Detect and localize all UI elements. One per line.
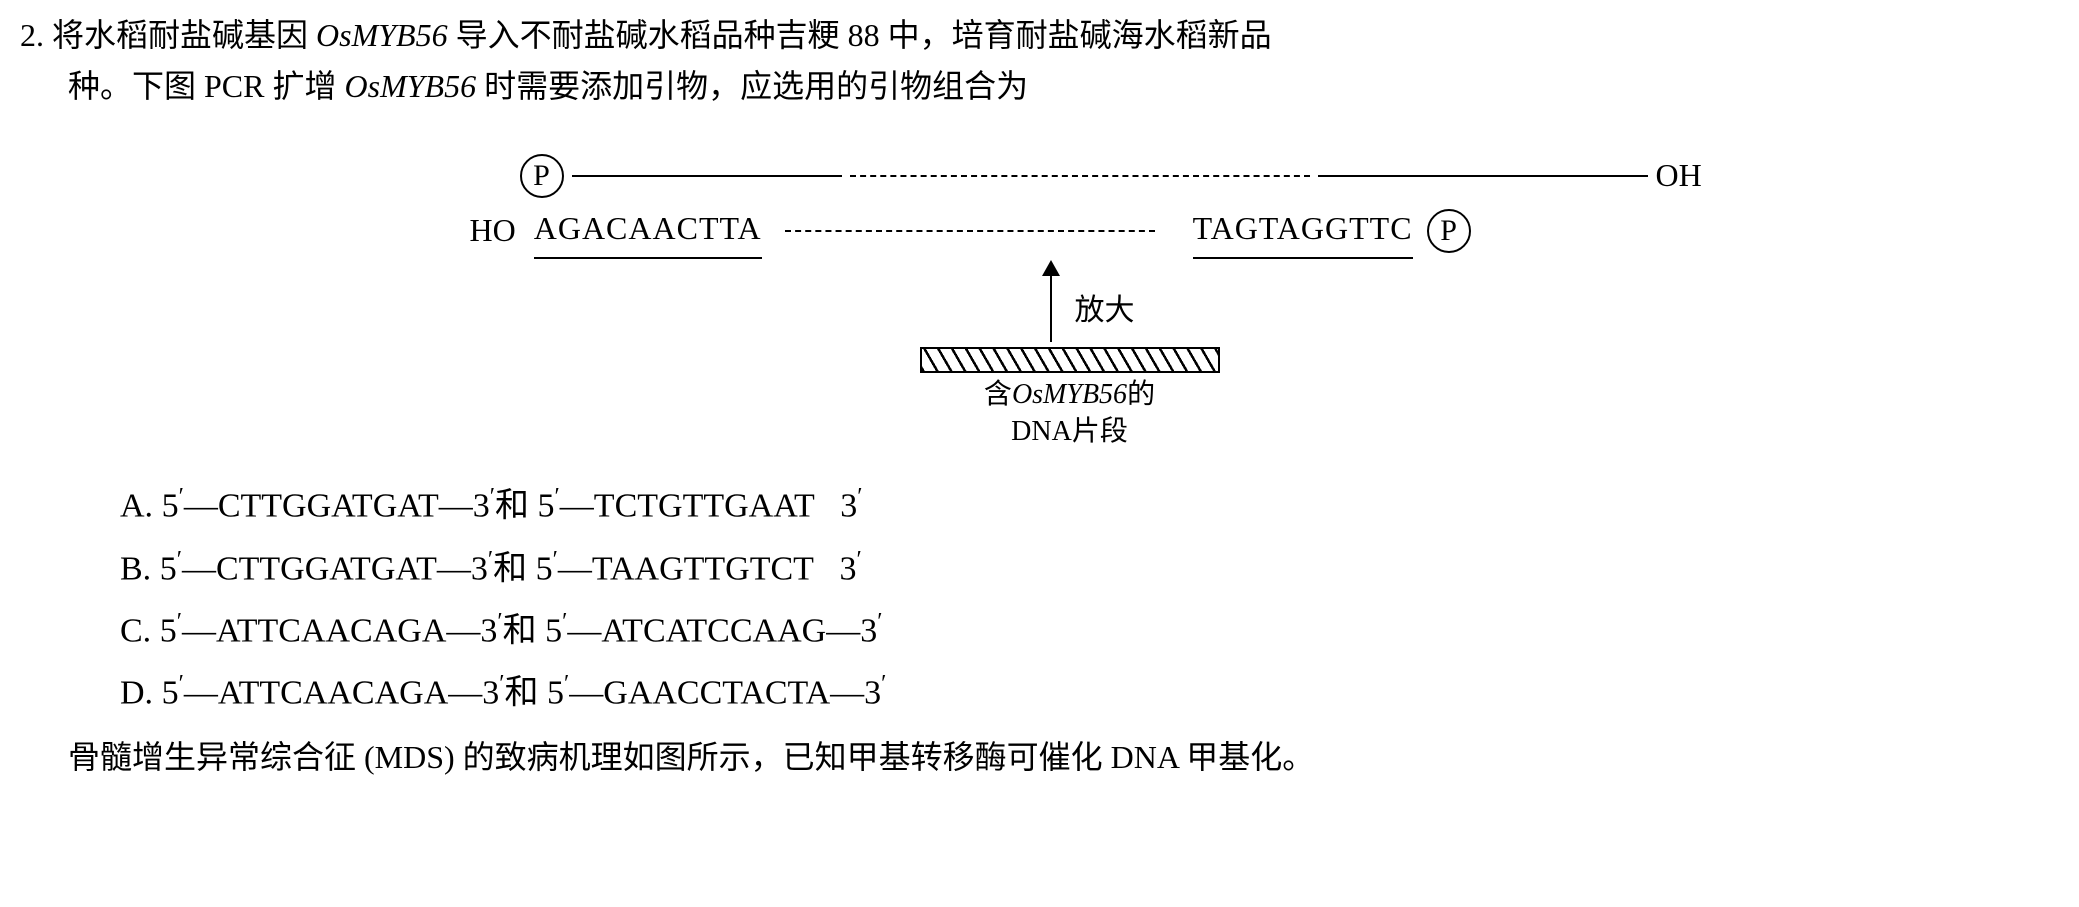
gene-name-2: OsMYB56 [345, 68, 477, 104]
dashed-line [850, 175, 1310, 177]
magnify-arrow: 放大 [1020, 252, 1220, 352]
dna-diagram: P OH HO AGACAACTTA TAGTAGGTTC P 放大 含OsMY… [340, 127, 1740, 457]
hatched-rect-icon [920, 347, 1220, 373]
solid-line [572, 175, 842, 177]
question-text: 将水稻耐盐碱基因 OsMYB56 导入不耐盐碱水稻品种吉粳 88 中，培育耐盐碱… [52, 10, 1272, 61]
question-stem-line2: 种。下图 PCR 扩增 OsMYB56 时需要添加引物，应选用的引物组合为 [68, 61, 2059, 112]
dashed-line-bottom [785, 230, 1155, 232]
hydroxyl-top-right: OH [1656, 157, 1702, 193]
question-stem-line1: 2. 将水稻耐盐碱基因 OsMYB56 导入不耐盐碱水稻品种吉粳 88 中，培育… [20, 10, 2059, 61]
option-c: C. 5′—ATTCAACAGA—3′和 5′—ATCATCCAAG—3′ [120, 602, 2059, 660]
top-strand: P OH [520, 147, 1710, 187]
right-sequence: TAGTAGGTTC [1193, 203, 1413, 258]
question-number: 2. [20, 10, 44, 61]
gene-fragment-box: 含OsMYB56的 DNA片段 [910, 347, 1230, 450]
gene-name: OsMYB56 [316, 17, 448, 53]
bottom-strand: HO AGACAACTTA TAGTAGGTTC P [470, 202, 1710, 252]
arrow-head-icon [1042, 260, 1060, 276]
phosphate-bottom-right: P [1427, 209, 1471, 253]
solid-line-2 [1318, 175, 1648, 177]
phosphate-top-left: P [520, 154, 564, 198]
option-d: D. 5′—ATTCAACAGA—3′和 5′—GAACCTACTA—3′ [120, 664, 2059, 722]
magnify-label: 放大 [1075, 287, 1135, 335]
gene-caption: 含OsMYB56的 DNA片段 [910, 377, 1230, 450]
hydroxyl-bottom-left: HO [470, 212, 516, 248]
arrow-shaft [1050, 267, 1053, 342]
option-a: A. 5′—CTTGGATGAT—3′和 5′—TCTGTTGAAT 3′ [120, 477, 2059, 535]
left-sequence: AGACAACTTA [534, 203, 762, 258]
next-question-fragment: 骨髓增生异常综合征 (MDS) 的致病机理如图所示，已知甲基转移酶可催化 DNA… [68, 732, 2059, 783]
answer-options: A. 5′—CTTGGATGAT—3′和 5′—TCTGTTGAAT 3′ B.… [120, 477, 2059, 722]
option-b: B. 5′—CTTGGATGAT—3′和 5′—TAAGTTGTCT 3′ [120, 540, 2059, 598]
